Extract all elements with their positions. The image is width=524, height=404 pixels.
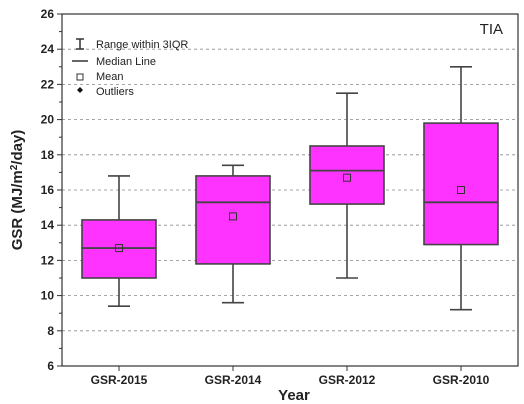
- mean-marker: [115, 244, 123, 253]
- hollow-square-icon: [76, 73, 84, 81]
- y-axis-title: GSR (MJ/m2/day): [9, 130, 27, 251]
- x-tick-label: GSR-2010: [433, 373, 490, 387]
- y-tick-label: 24: [41, 42, 55, 56]
- y-tick-label: 22: [41, 77, 55, 91]
- mean-marker: [343, 173, 351, 182]
- y-tick-label: 18: [41, 148, 55, 162]
- box-series: [81, 66, 499, 311]
- x-axis-title: Year: [278, 387, 310, 404]
- y-tick-label: 26: [41, 7, 55, 21]
- chart-annotation: TIA: [480, 21, 503, 38]
- filled-diamond-icon: [77, 87, 83, 93]
- x-tick-label: GSR-2015: [91, 373, 148, 387]
- y-tick-label: 20: [41, 113, 55, 127]
- y-axis-title-main: GSR (MJ/m: [9, 170, 26, 250]
- y-axis: 6 8 10 12 14 16 18 20 22 24 26: [41, 7, 62, 373]
- mean-marker: [457, 186, 465, 194]
- y-tick-label: 16: [41, 183, 55, 197]
- legend-label-outliers: Outliers: [96, 86, 134, 98]
- x-tick-label: GSR-2014: [205, 373, 262, 387]
- y-tick-label: 10: [41, 289, 55, 303]
- x-axis: GSR-2015 GSR-2014 GSR-2012 GSR-2010: [91, 366, 490, 387]
- y-tick-label: 12: [41, 253, 55, 267]
- y-tick-label: 8: [47, 324, 54, 338]
- legend: Range within 3IQR Median Line Mean Outli…: [72, 38, 188, 98]
- box: [195, 175, 271, 265]
- box: [309, 145, 385, 205]
- legend-label-range: Range within 3IQR: [96, 39, 188, 51]
- y-tick-label: 14: [41, 218, 55, 232]
- box: [423, 122, 499, 246]
- legend-label-mean: Mean: [96, 71, 124, 83]
- range-icon: [76, 38, 84, 50]
- x-tick-label: GSR-2012: [319, 373, 376, 387]
- y-tick-label: 6: [47, 359, 54, 373]
- y-axis-title-superscript: 2: [9, 164, 20, 170]
- legend-label-median: Median Line: [96, 56, 156, 68]
- y-axis-title-end: /day): [9, 130, 26, 165]
- mean-marker: [229, 212, 237, 221]
